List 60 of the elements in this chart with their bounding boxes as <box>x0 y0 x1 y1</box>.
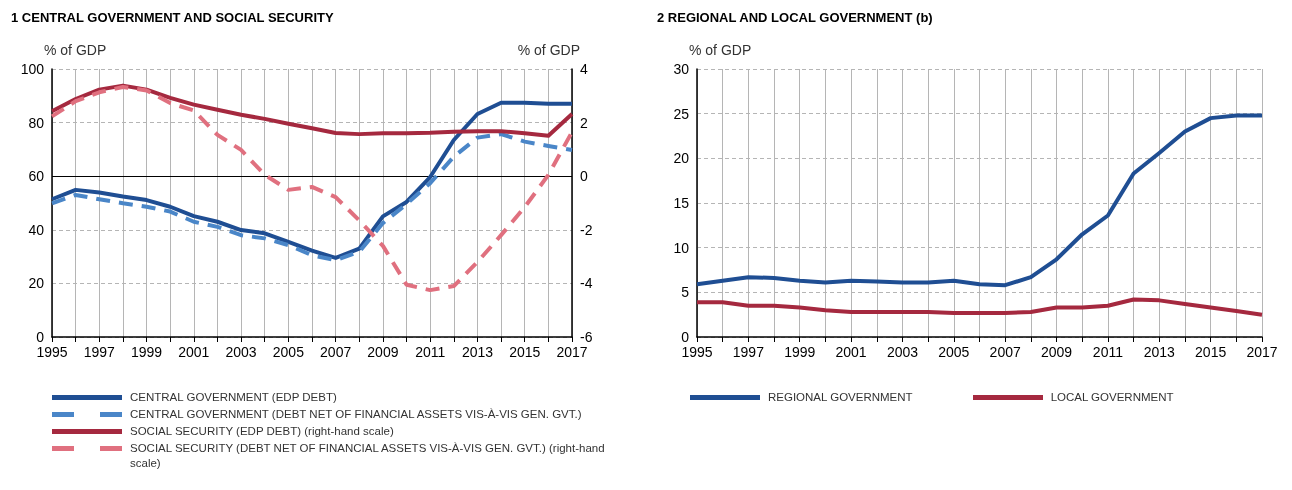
y2-tick-label: 4 <box>580 61 588 77</box>
x-tick-label: 2015 <box>509 344 541 360</box>
x-tick-label: 1995 <box>36 344 68 360</box>
x-tick-label: 2007 <box>320 344 352 360</box>
y-tick-label: 100 <box>20 61 45 77</box>
line-series <box>50 132 574 263</box>
x-tick-label: 1999 <box>784 344 816 360</box>
y2-tick-label: -6 <box>580 329 593 345</box>
y-tick-label: 80 <box>28 114 45 131</box>
y-tick-label: 20 <box>673 150 690 167</box>
line-series <box>695 297 1264 317</box>
x-tick-label: 1997 <box>83 344 116 360</box>
y-tick-label: 0 <box>681 329 690 345</box>
legend-label: CENTRAL GOVERNMENT (DEBT NET OF FINANCIAL ASSETS VIS-À-VIS GEN. GVT.) <box>130 407 582 422</box>
x-tick-label: 1999 <box>130 344 163 360</box>
y2-tick-label: -4 <box>580 275 593 292</box>
y-axis-title: % of GDP <box>689 42 752 58</box>
y-tick-label: 5 <box>681 284 690 301</box>
x-tick-label: 2009 <box>367 344 399 360</box>
x-tick-label: 2005 <box>938 344 970 360</box>
x-tick-label: 1995 <box>681 344 713 360</box>
legend-label: CENTRAL GOVERNMENT (EDP DEBT) <box>130 390 337 405</box>
line-series <box>50 84 574 293</box>
x-tick-label: 1997 <box>732 344 765 360</box>
x-tick-label: 2009 <box>1040 344 1073 360</box>
y-tick-label: 30 <box>673 61 690 77</box>
x-tick-label: 2011 <box>415 344 446 360</box>
y-tick-label: 40 <box>28 221 45 238</box>
x-tick-label: 2011 <box>1092 344 1124 360</box>
x-tick-label: 2003 <box>886 344 919 360</box>
legend-label: SOCIAL SECURITY (DEBT NET OF FINANCIAL ASSETS VIS-À-VIS GEN. GVT.) (right-hand scale) <box>130 441 606 471</box>
x-tick-label: 2001 <box>835 344 867 360</box>
y-tick-label: 25 <box>673 105 690 122</box>
y-tick-label: 15 <box>673 195 690 211</box>
line-series <box>695 113 1264 288</box>
y2-tick-label: -2 <box>580 221 593 238</box>
y-tick-label: 10 <box>673 239 690 256</box>
x-tick-label: 2005 <box>272 344 305 360</box>
legend-label: REGIONAL GOVERNMENT <box>768 390 913 405</box>
x-tick-label: 2013 <box>1143 344 1176 360</box>
y2-tick-label: 0 <box>580 168 588 185</box>
x-tick-label: 2017 <box>1246 344 1278 360</box>
x-tick-label: 2013 <box>461 344 494 360</box>
line-series <box>50 100 574 260</box>
chart-title: 2 REGIONAL AND LOCAL GOVERNMENT (b) <box>657 10 933 25</box>
y2-tick-label: 2 <box>580 114 588 131</box>
y-tick-label: 0 <box>36 329 45 345</box>
y-tick-label: 20 <box>28 275 45 292</box>
x-tick-label: 2015 <box>1195 344 1227 360</box>
y2-axis-title: % of GDP <box>517 42 580 58</box>
legend-label: SOCIAL SECURITY (EDP DEBT) (right-hand scale) <box>130 424 394 439</box>
x-tick-label: 2007 <box>989 344 1021 360</box>
x-tick-label: 2001 <box>178 344 210 360</box>
y-tick-label: 60 <box>28 168 45 185</box>
y-axis-title: % of GDP <box>44 42 107 58</box>
x-tick-label: 2017 <box>556 344 588 360</box>
legend-label: LOCAL GOVERNMENT <box>1050 390 1174 405</box>
chart-title: 1 CENTRAL GOVERNMENT AND SOCIAL SECURITY <box>11 10 334 25</box>
x-tick-label: 2003 <box>225 344 257 360</box>
line-series <box>50 83 574 138</box>
